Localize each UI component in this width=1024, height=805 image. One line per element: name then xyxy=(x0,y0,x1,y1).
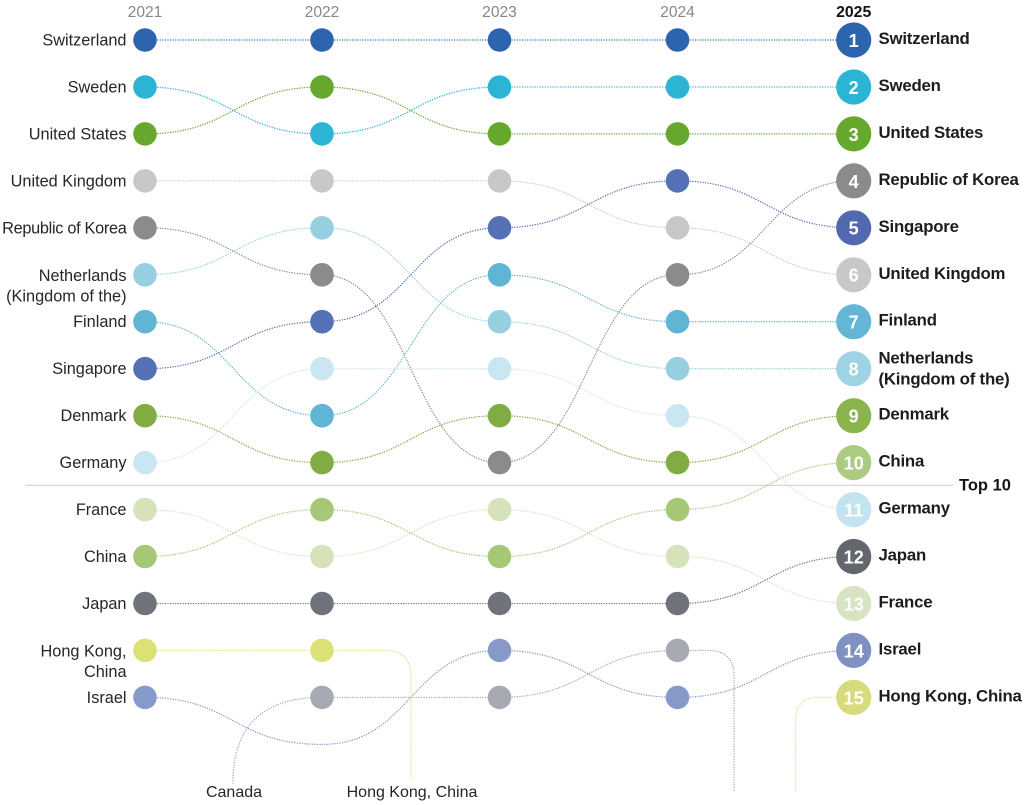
svg-text:China: China xyxy=(84,663,127,681)
svg-text:Germany: Germany xyxy=(60,454,128,472)
svg-text:(Kingdom of the): (Kingdom of the) xyxy=(879,370,1010,389)
svg-text:Netherlands: Netherlands xyxy=(39,267,127,285)
svg-text:Japan: Japan xyxy=(879,546,927,565)
svg-text:Israel: Israel xyxy=(87,689,127,707)
svg-text:3: 3 xyxy=(849,125,859,145)
svg-text:United Kingdom: United Kingdom xyxy=(879,264,1006,283)
svg-text:China: China xyxy=(84,548,127,566)
svg-text:2021: 2021 xyxy=(128,4,163,21)
svg-text:Canada: Canada xyxy=(206,784,262,801)
svg-text:2024: 2024 xyxy=(660,4,695,21)
svg-text:7: 7 xyxy=(849,313,859,333)
svg-text:Switzerland: Switzerland xyxy=(42,32,126,50)
svg-text:(Kingdom of the): (Kingdom of the) xyxy=(6,288,126,306)
svg-text:10: 10 xyxy=(844,454,864,474)
svg-text:15: 15 xyxy=(844,688,864,708)
svg-text:Germany: Germany xyxy=(879,499,951,518)
svg-text:Netherlands: Netherlands xyxy=(879,349,974,368)
svg-text:Singapore: Singapore xyxy=(879,217,959,236)
svg-text:China: China xyxy=(879,452,925,471)
svg-text:4: 4 xyxy=(849,172,859,192)
svg-text:Sweden: Sweden xyxy=(879,76,941,95)
svg-text:Finland: Finland xyxy=(879,311,937,330)
svg-text:France: France xyxy=(879,593,933,612)
svg-text:United States: United States xyxy=(879,123,984,142)
svg-text:Finland: Finland xyxy=(73,313,126,331)
svg-text:Top 10: Top 10 xyxy=(959,477,1011,495)
svg-text:12: 12 xyxy=(844,547,864,567)
svg-text:2022: 2022 xyxy=(305,4,340,21)
svg-text:6: 6 xyxy=(849,266,859,286)
svg-text:1: 1 xyxy=(849,31,859,51)
svg-text:13: 13 xyxy=(844,594,864,614)
svg-text:2023: 2023 xyxy=(482,4,517,21)
svg-text:9: 9 xyxy=(849,407,859,427)
svg-text:8: 8 xyxy=(849,360,859,380)
svg-text:United States: United States xyxy=(29,125,127,143)
svg-text:Hong Kong, China: Hong Kong, China xyxy=(347,784,478,801)
svg-text:5: 5 xyxy=(849,219,859,239)
svg-text:United Kingdom: United Kingdom xyxy=(11,172,127,190)
svg-text:Hong Kong,: Hong Kong, xyxy=(41,643,127,661)
svg-text:2: 2 xyxy=(849,78,859,98)
svg-text:Denmark: Denmark xyxy=(879,405,950,424)
svg-text:Denmark: Denmark xyxy=(60,407,127,425)
svg-text:France: France xyxy=(76,501,127,519)
svg-text:14: 14 xyxy=(844,641,864,661)
svg-text:Sweden: Sweden xyxy=(68,79,127,97)
svg-text:Republic of Korea: Republic of Korea xyxy=(2,219,128,237)
svg-text:Republic of Korea: Republic of Korea xyxy=(879,170,1020,189)
svg-text:Singapore: Singapore xyxy=(52,360,126,378)
svg-text:2025: 2025 xyxy=(836,4,871,21)
svg-text:Hong Kong, China: Hong Kong, China xyxy=(879,686,1023,705)
svg-text:Switzerland: Switzerland xyxy=(879,29,970,48)
svg-text:Japan: Japan xyxy=(82,595,126,613)
svg-text:11: 11 xyxy=(844,501,863,521)
svg-text:Israel: Israel xyxy=(879,639,922,658)
